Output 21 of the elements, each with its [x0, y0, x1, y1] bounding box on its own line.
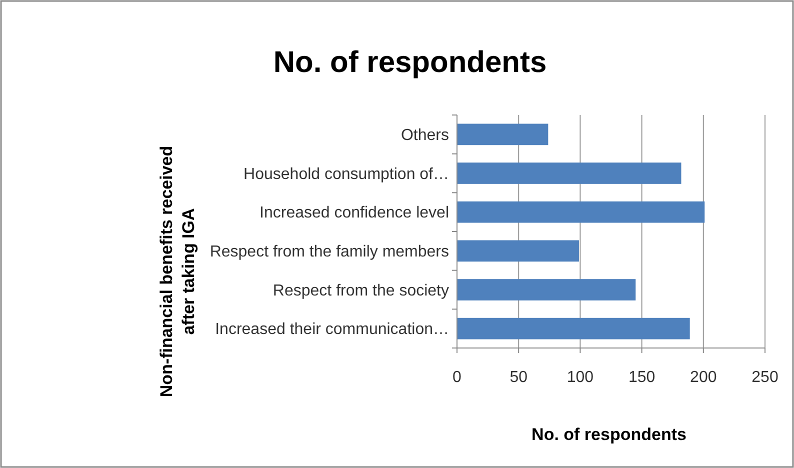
x-tick-label: 50	[510, 369, 528, 386]
x-tick-label: 100	[566, 369, 594, 386]
bar	[457, 318, 690, 340]
y-tick-label: Household consumption of…	[244, 166, 449, 183]
x-tick-label: 0	[452, 369, 462, 386]
bar	[457, 124, 548, 146]
y-tick-label: Respect from the family members	[210, 244, 449, 261]
bar	[457, 279, 636, 300]
x-tick-label: 150	[628, 369, 656, 386]
y-tick-label: Respect from the society	[272, 282, 449, 300]
x-axis-title: No. of respondents	[532, 425, 686, 444]
x-tick-label: 200	[690, 369, 717, 386]
y-axis-title: Non-financial benefits received after taking IGA	[157, 146, 198, 398]
y-tick-label: Increased confidence level	[260, 204, 449, 222]
x-tick-label: 250	[752, 369, 778, 386]
bar	[457, 201, 705, 223]
bar	[457, 240, 579, 262]
chart-title: No. of respondents	[273, 46, 547, 79]
y-tick-label: Increased their communication…	[215, 321, 449, 338]
y-tick-label: Others	[400, 127, 449, 144]
bar	[457, 162, 682, 184]
